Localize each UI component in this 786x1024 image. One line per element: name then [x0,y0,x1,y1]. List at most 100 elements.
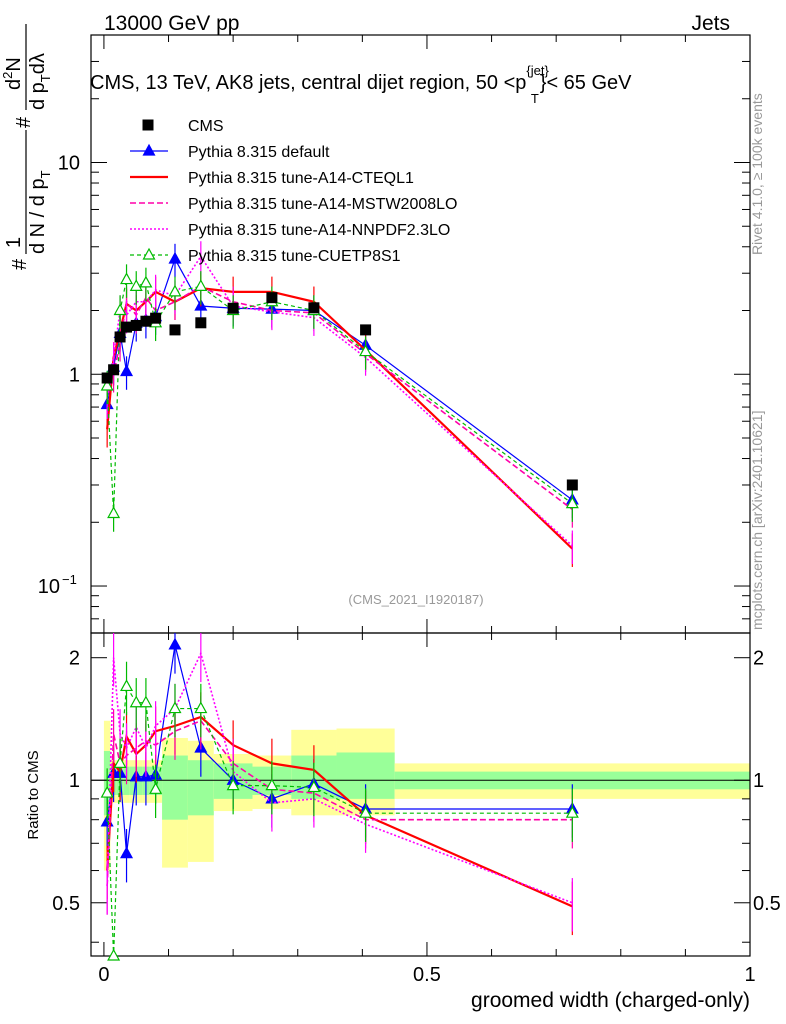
ratio-marker [129,695,143,708]
y-axis-label: # 1 d N / d pT # d2N d pTdλ [0,24,53,270]
cms-point [108,364,120,376]
ratio-y-tick-label: 0.5 [52,893,80,915]
ratio-marker [194,701,208,714]
series-marker [139,275,153,288]
legend-label-2: Pythia 8.315 tune-A14-MSTW2008LO [188,196,457,213]
legend-label-4: Pythia 8.315 tune-CUETP8S1 [188,248,401,265]
cms-point [121,321,133,333]
svg-text:d2N: d2N [0,57,25,90]
legend-cms-marker [142,119,154,131]
ratio-panel: 0 0.5 1 0.5 0.5 1 1 2 2 [52,632,781,986]
y-tick-label: 10 [38,576,60,598]
ylabel-dlambda-d: d [27,63,49,74]
series-marker [168,284,182,297]
cms-point [130,319,142,331]
ylabel-hash2: # [13,116,35,128]
header-right: Jets [691,12,730,35]
ratio-y-tick-label-right: 2 [753,648,764,670]
legend-label-0: Pythia 8.315 default [188,144,330,161]
ratio-line-4 [106,684,573,957]
series-marker [359,344,373,357]
ratio-marker [120,679,134,692]
legend-label-1: Pythia 8.315 tune-A14-CTEQL1 [188,170,414,187]
y-tick-label: 1 [69,364,80,386]
title-end: }< 65 GeV [540,72,632,94]
y-tick-exponent: −1 [62,572,77,587]
cms-point [169,324,181,336]
ylabel-dpt: d p [27,82,49,110]
ylabel-pt-sub: T [38,170,53,178]
cms-point [227,302,239,314]
ratio-y-label: Ratio to CMS [25,750,42,839]
x-tick-label: 0.5 [413,964,441,986]
header-left: 13000 GeV pp [104,12,239,35]
ratio-frame [90,632,751,957]
legend-label-3: Pythia 8.315 tune-A14-NNPDF2.3LO [188,222,450,239]
title-subscript: T [531,91,539,106]
ratio-series [100,633,579,961]
x-tick-label: 0 [98,964,109,986]
ylabel-two: 2 [0,72,15,79]
ratio-marker [100,785,114,798]
ratio-marker [307,780,321,793]
series-marker [120,272,134,285]
series-marker [120,364,134,377]
x-axis-label: groomed width (charged-only) [471,989,750,1012]
cms-point [360,324,372,336]
ratio-y-tick-label-right: 0.5 [753,893,781,915]
series-marker [107,506,121,519]
cms-point [195,317,207,329]
ratio-line-3 [106,651,573,904]
ylabel-d: d [3,79,25,90]
ratio-marker [168,637,182,650]
legend-marker-4 [142,247,156,260]
ylabel-hash1: # [9,258,31,270]
ratio-marker [565,805,579,818]
title-superscript: {jet} [526,63,549,78]
series-marker [113,303,127,316]
cms-point [266,292,278,304]
ratio-axis-ticks: 0 0.5 1 0.5 0.5 1 1 2 2 [52,633,781,986]
main-series [100,241,579,567]
cms-point [566,479,578,491]
series-marker [565,496,579,509]
ratio-marker [120,846,134,859]
rivet-label: Rivet 4.1.0, ≥ 100k events [749,93,765,255]
ratio-y-tick-label: 1 [69,770,80,792]
ratio-marker [149,782,163,794]
series-line-2 [106,285,573,511]
y-tick-label: 10 [58,152,80,174]
ratio-y-tick-label-right: 1 [753,770,764,792]
ylabel-one: 1 [3,237,25,248]
series-marker [100,378,114,391]
ratio-marker [107,948,121,961]
legend-cms-label: CMS [188,118,224,135]
ylabel-N: N [3,57,25,71]
legend: CMS Pythia 8.315 default Pythia 8.315 tune… [130,118,457,265]
legend-marker-0 [142,143,156,156]
ratio-marker [226,778,240,791]
series-line-4 [106,278,573,514]
svg-text:#: # [9,258,31,270]
cms-point [308,302,320,314]
cms-point [140,315,152,327]
ratio-marker [168,701,182,714]
mcplots-label: mcplots.cern.ch [arXiv:2401.10621] [749,411,765,630]
analysis-watermark: (CMS_2021_I1920187) [348,592,483,607]
cms-point [114,331,126,343]
ylabel-lambda: λ [27,53,49,63]
ratio-marker [113,756,127,768]
ratio-marker [265,778,279,791]
ylabel-dndpt: d N / d p [27,178,49,254]
ratio-line-0 [106,644,573,854]
svg-text:d pTdλ: d pTdλ [27,53,53,110]
chart-title: CMS, 13 TeV, AK8 jets, central dijet reg… [90,63,632,106]
svg-text:d N / d pT: d N / d pT [27,170,53,254]
x-tick-label: 1 [744,964,755,986]
svg-text:CMS, 13 TeV, AK8 jets, central: CMS, 13 TeV, AK8 jets, central dijet reg… [90,63,632,106]
title-main: CMS, 13 TeV, AK8 jets, central dijet reg… [90,72,526,94]
ratio-marker [359,805,373,818]
cms-point [150,312,162,324]
